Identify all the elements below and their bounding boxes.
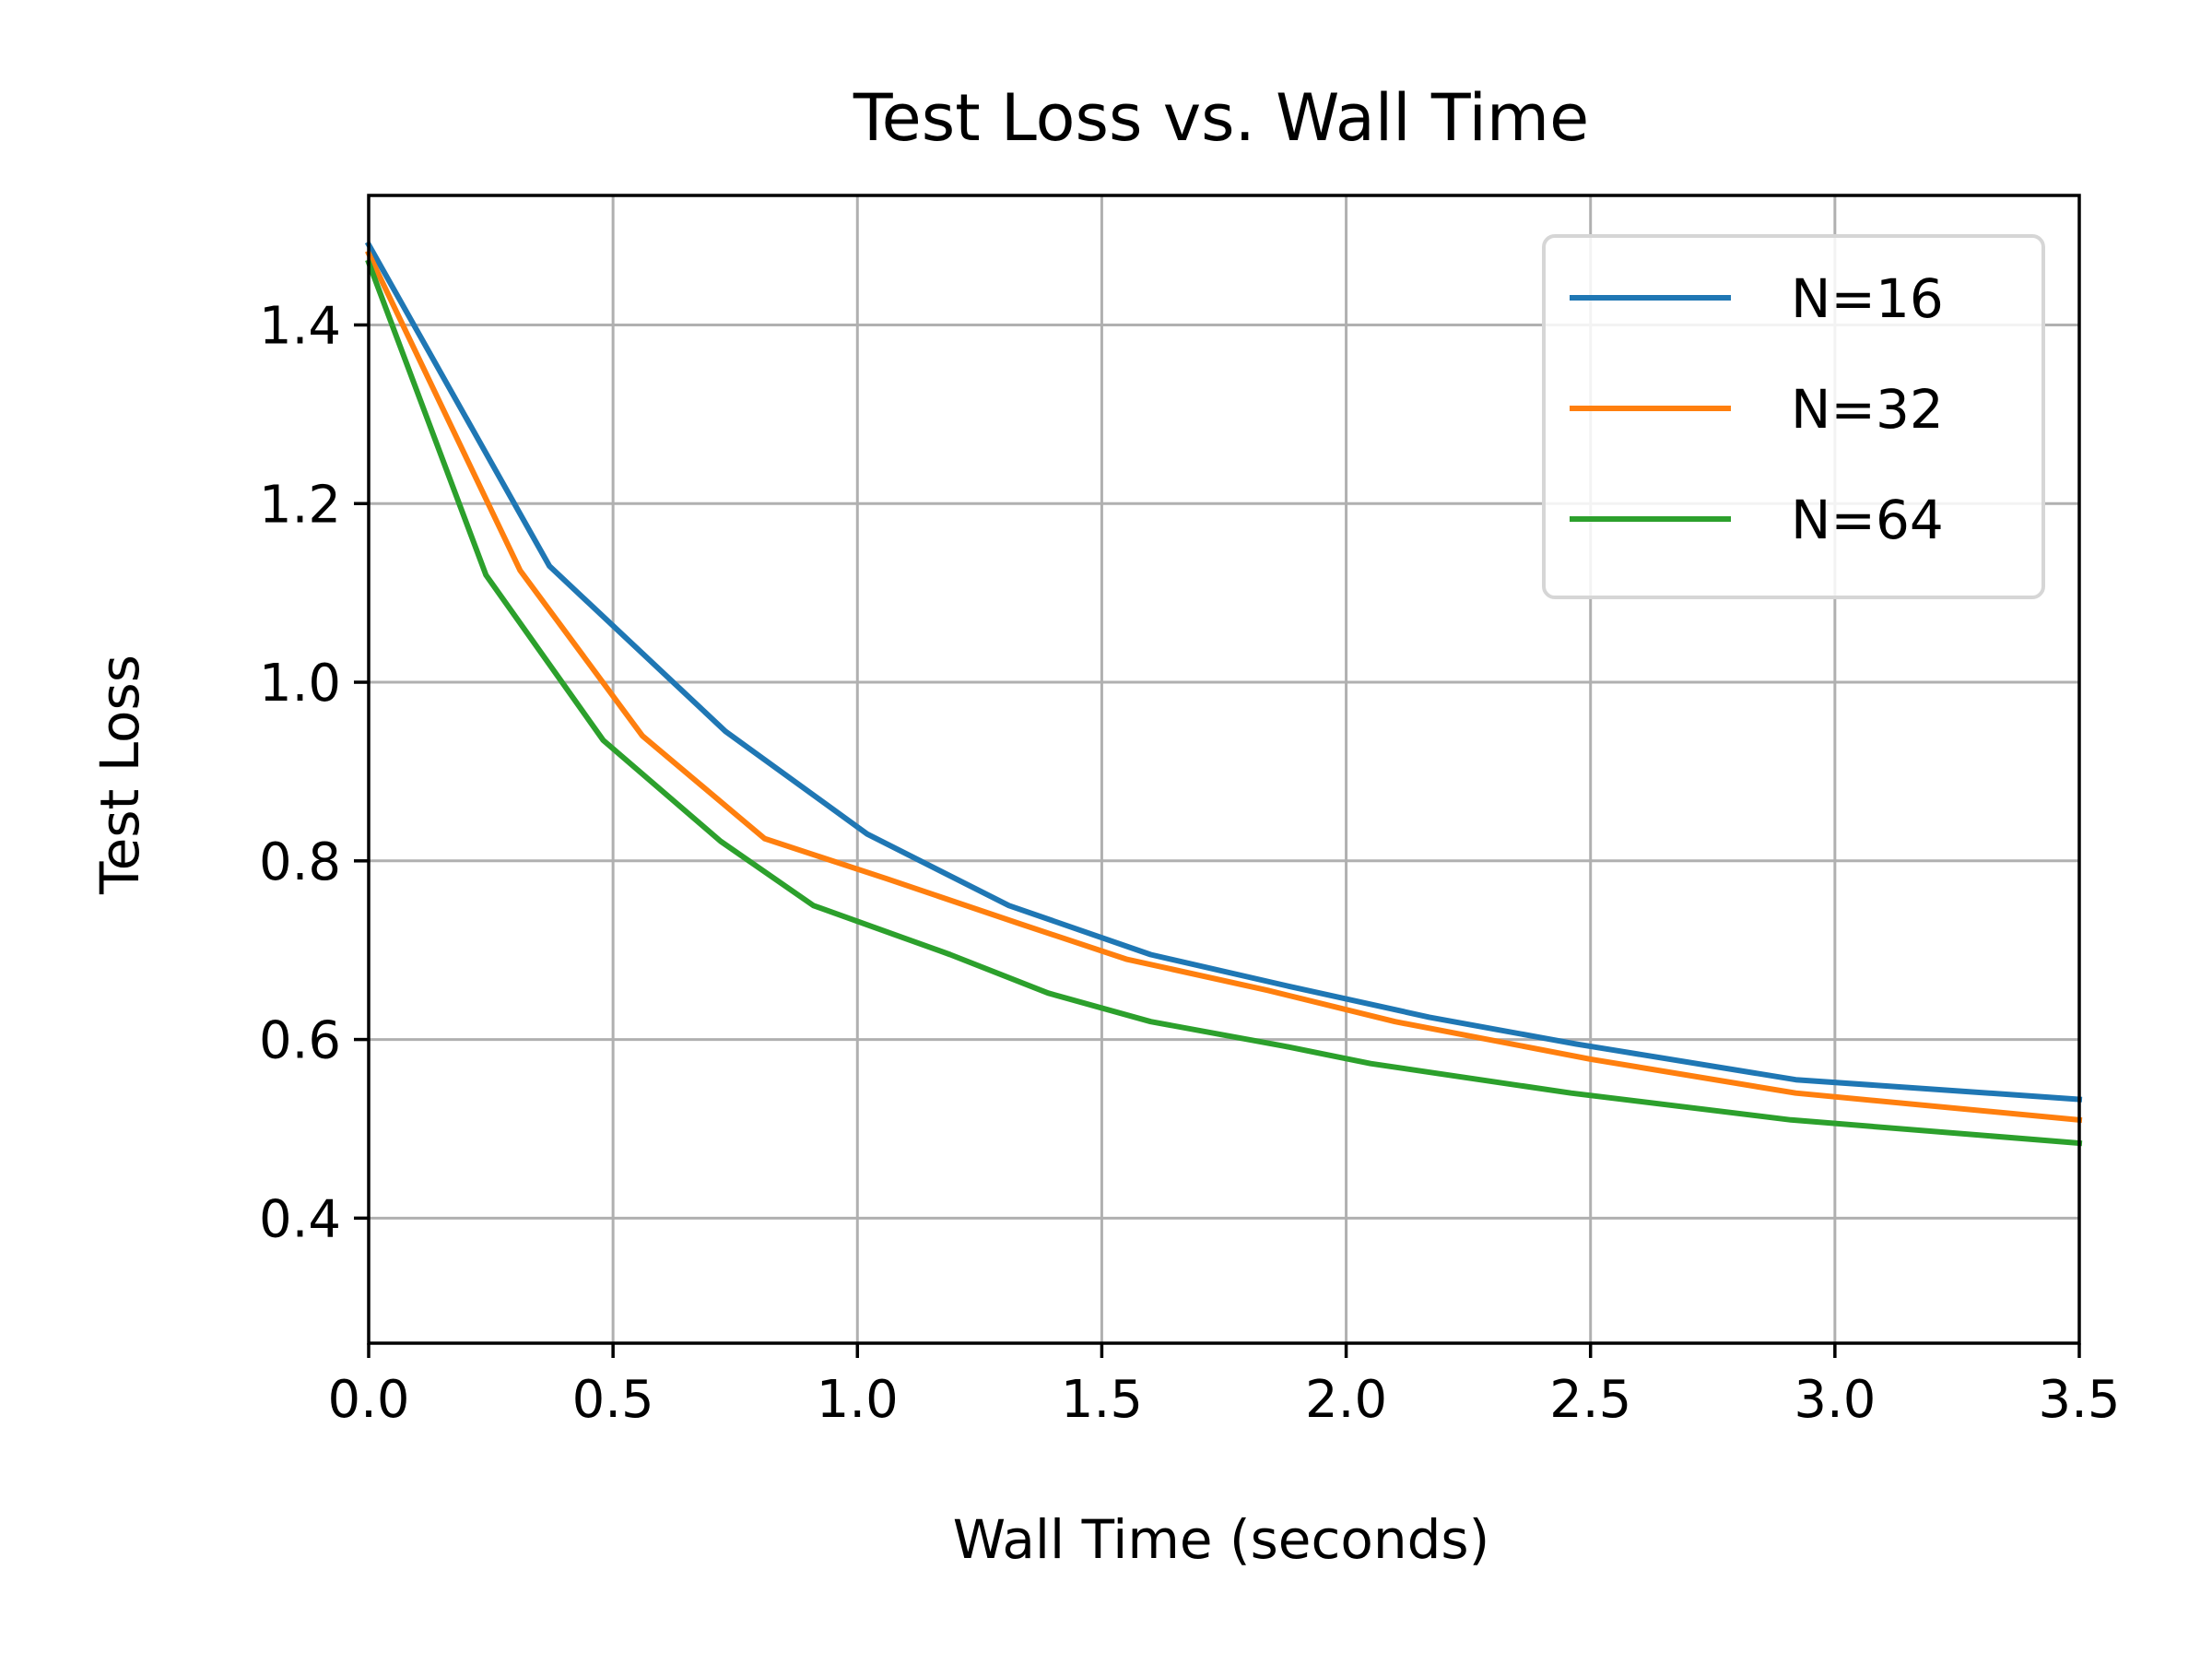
chart-title: Test Loss vs. Wall Time — [853, 80, 1589, 156]
y-tick-label: 1.0 — [259, 654, 341, 714]
x-tick-label: 3.0 — [1794, 1370, 1876, 1430]
x-tick-label: 1.5 — [1061, 1370, 1143, 1430]
legend: N=16 N=32 N=64 — [1542, 234, 2045, 599]
x-axis-label: Wall Time (seconds) — [953, 1508, 1490, 1571]
y-tick-label: 0.6 — [259, 1011, 341, 1071]
x-tick-label: 2.5 — [1549, 1370, 1631, 1430]
series-line-n-32 — [364, 249, 2083, 1124]
legend-label-n-32: N=32 — [1791, 378, 1944, 441]
plot-frame — [367, 194, 2081, 1345]
series-line-n-64 — [365, 258, 2083, 1147]
y-tick-label: 1.2 — [259, 475, 341, 535]
legend-label-n-16: N=16 — [1791, 267, 1944, 330]
y-tick-label: 1.4 — [259, 296, 341, 356]
x-tick-label: 0.0 — [327, 1370, 409, 1430]
x-tick-label: 3.5 — [2038, 1370, 2120, 1430]
x-tick-label: 2.0 — [1305, 1370, 1387, 1430]
y-tick-label: 0.4 — [259, 1189, 341, 1249]
series-line-n-16 — [364, 241, 2083, 1103]
x-tick-label: 1.0 — [817, 1370, 899, 1430]
x-tick-label: 0.5 — [572, 1370, 654, 1430]
legend-label-n-64: N=64 — [1791, 489, 1944, 551]
y-tick-label: 0.8 — [259, 832, 341, 892]
legend-box — [1542, 234, 2045, 599]
y-axis-label: Test Loss — [88, 655, 151, 895]
